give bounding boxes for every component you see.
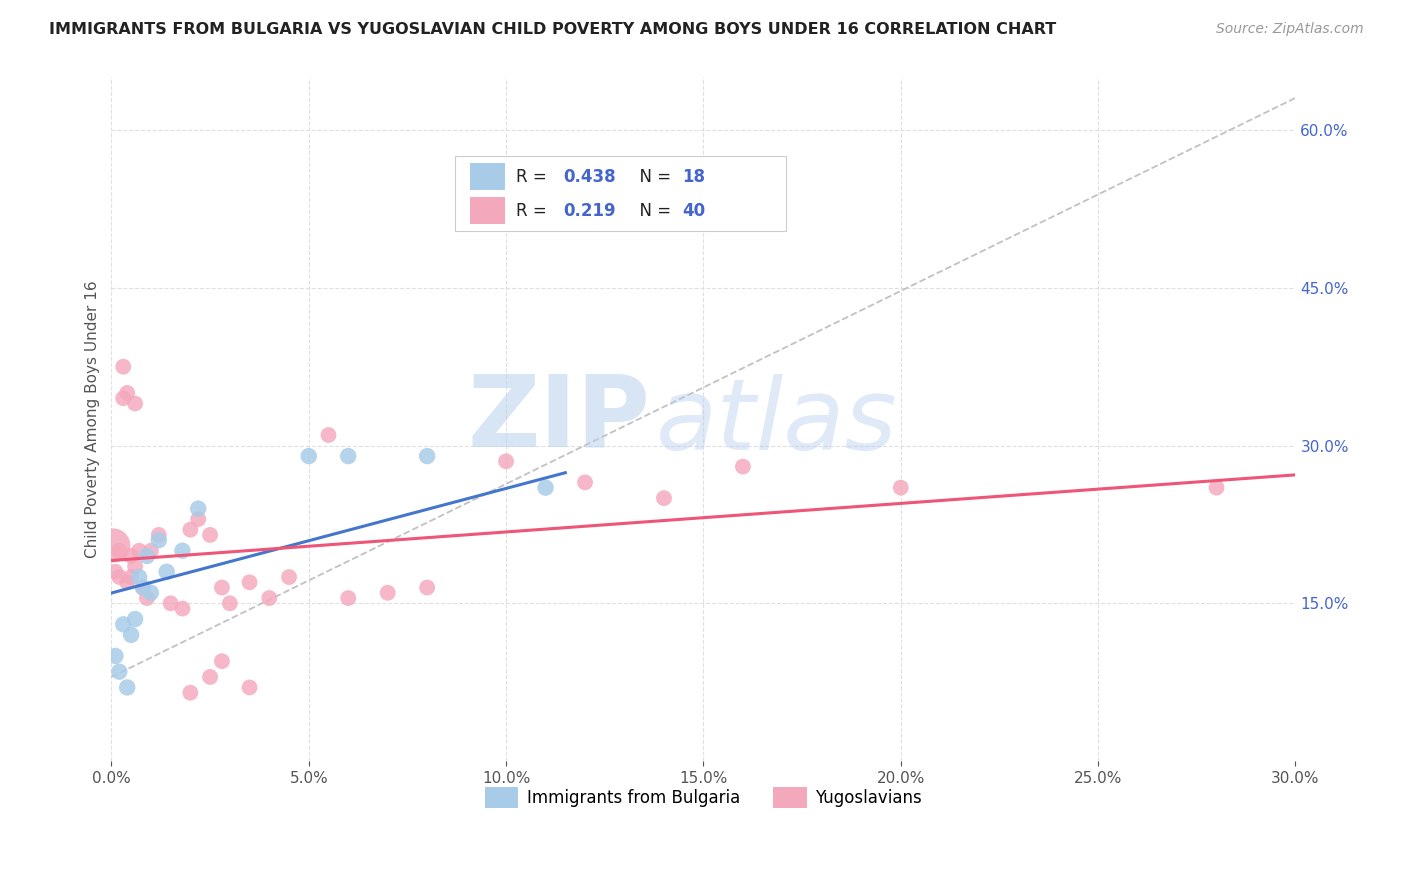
Point xyxy=(377,586,399,600)
Point xyxy=(187,501,209,516)
Point xyxy=(890,481,912,495)
Point xyxy=(115,386,138,401)
Point xyxy=(218,596,240,610)
Point xyxy=(120,570,142,584)
Point xyxy=(132,581,155,595)
Point xyxy=(112,617,135,632)
FancyBboxPatch shape xyxy=(470,163,505,190)
Text: R =: R = xyxy=(516,202,553,219)
Point xyxy=(124,612,146,626)
Point xyxy=(128,570,150,584)
Point xyxy=(574,475,596,490)
Point xyxy=(120,549,142,563)
Point xyxy=(112,359,135,374)
Text: atlas: atlas xyxy=(657,374,897,471)
Point xyxy=(211,654,233,668)
Point xyxy=(179,523,201,537)
Text: IMMIGRANTS FROM BULGARIA VS YUGOSLAVIAN CHILD POVERTY AMONG BOYS UNDER 16 CORREL: IMMIGRANTS FROM BULGARIA VS YUGOSLAVIAN … xyxy=(49,22,1056,37)
Point xyxy=(115,681,138,695)
Point xyxy=(156,565,179,579)
Text: 40: 40 xyxy=(682,202,706,219)
Text: N =: N = xyxy=(628,168,676,186)
Point xyxy=(731,459,754,474)
Text: R =: R = xyxy=(516,168,553,186)
Point xyxy=(108,543,131,558)
Point xyxy=(1205,481,1227,495)
Text: ZIP: ZIP xyxy=(467,371,650,467)
Point xyxy=(211,581,233,595)
Text: 18: 18 xyxy=(682,168,706,186)
Point xyxy=(115,575,138,590)
Point xyxy=(103,539,125,553)
FancyBboxPatch shape xyxy=(454,156,786,231)
Point xyxy=(112,391,135,405)
Point xyxy=(238,681,260,695)
Point xyxy=(172,601,194,615)
Point xyxy=(104,648,127,663)
Point xyxy=(298,449,321,463)
Point xyxy=(148,533,170,548)
Point xyxy=(337,449,360,463)
Point xyxy=(416,449,439,463)
Text: Source: ZipAtlas.com: Source: ZipAtlas.com xyxy=(1216,22,1364,37)
Point xyxy=(187,512,209,526)
Point xyxy=(259,591,281,605)
Point xyxy=(148,528,170,542)
Point xyxy=(108,570,131,584)
Point xyxy=(136,591,159,605)
Point xyxy=(198,528,221,542)
Text: 0.219: 0.219 xyxy=(564,202,616,219)
Point xyxy=(108,665,131,679)
Legend: Immigrants from Bulgaria, Yugoslavians: Immigrants from Bulgaria, Yugoslavians xyxy=(478,780,928,814)
Point xyxy=(124,559,146,574)
Point xyxy=(198,670,221,684)
Point xyxy=(534,481,557,495)
Point xyxy=(139,586,162,600)
Point xyxy=(337,591,360,605)
Point xyxy=(179,686,201,700)
Point xyxy=(652,491,675,505)
Point xyxy=(104,565,127,579)
Point xyxy=(139,543,162,558)
Point xyxy=(124,396,146,410)
Point xyxy=(128,543,150,558)
FancyBboxPatch shape xyxy=(470,197,505,224)
Point xyxy=(278,570,301,584)
Point xyxy=(416,581,439,595)
Point xyxy=(238,575,260,590)
Point xyxy=(495,454,517,468)
Text: 0.438: 0.438 xyxy=(564,168,616,186)
Point xyxy=(159,596,181,610)
Point xyxy=(136,549,159,563)
Point xyxy=(120,628,142,642)
Y-axis label: Child Poverty Among Boys Under 16: Child Poverty Among Boys Under 16 xyxy=(86,280,100,558)
Text: N =: N = xyxy=(628,202,676,219)
Point xyxy=(172,543,194,558)
Point xyxy=(132,581,155,595)
Point xyxy=(318,428,340,442)
